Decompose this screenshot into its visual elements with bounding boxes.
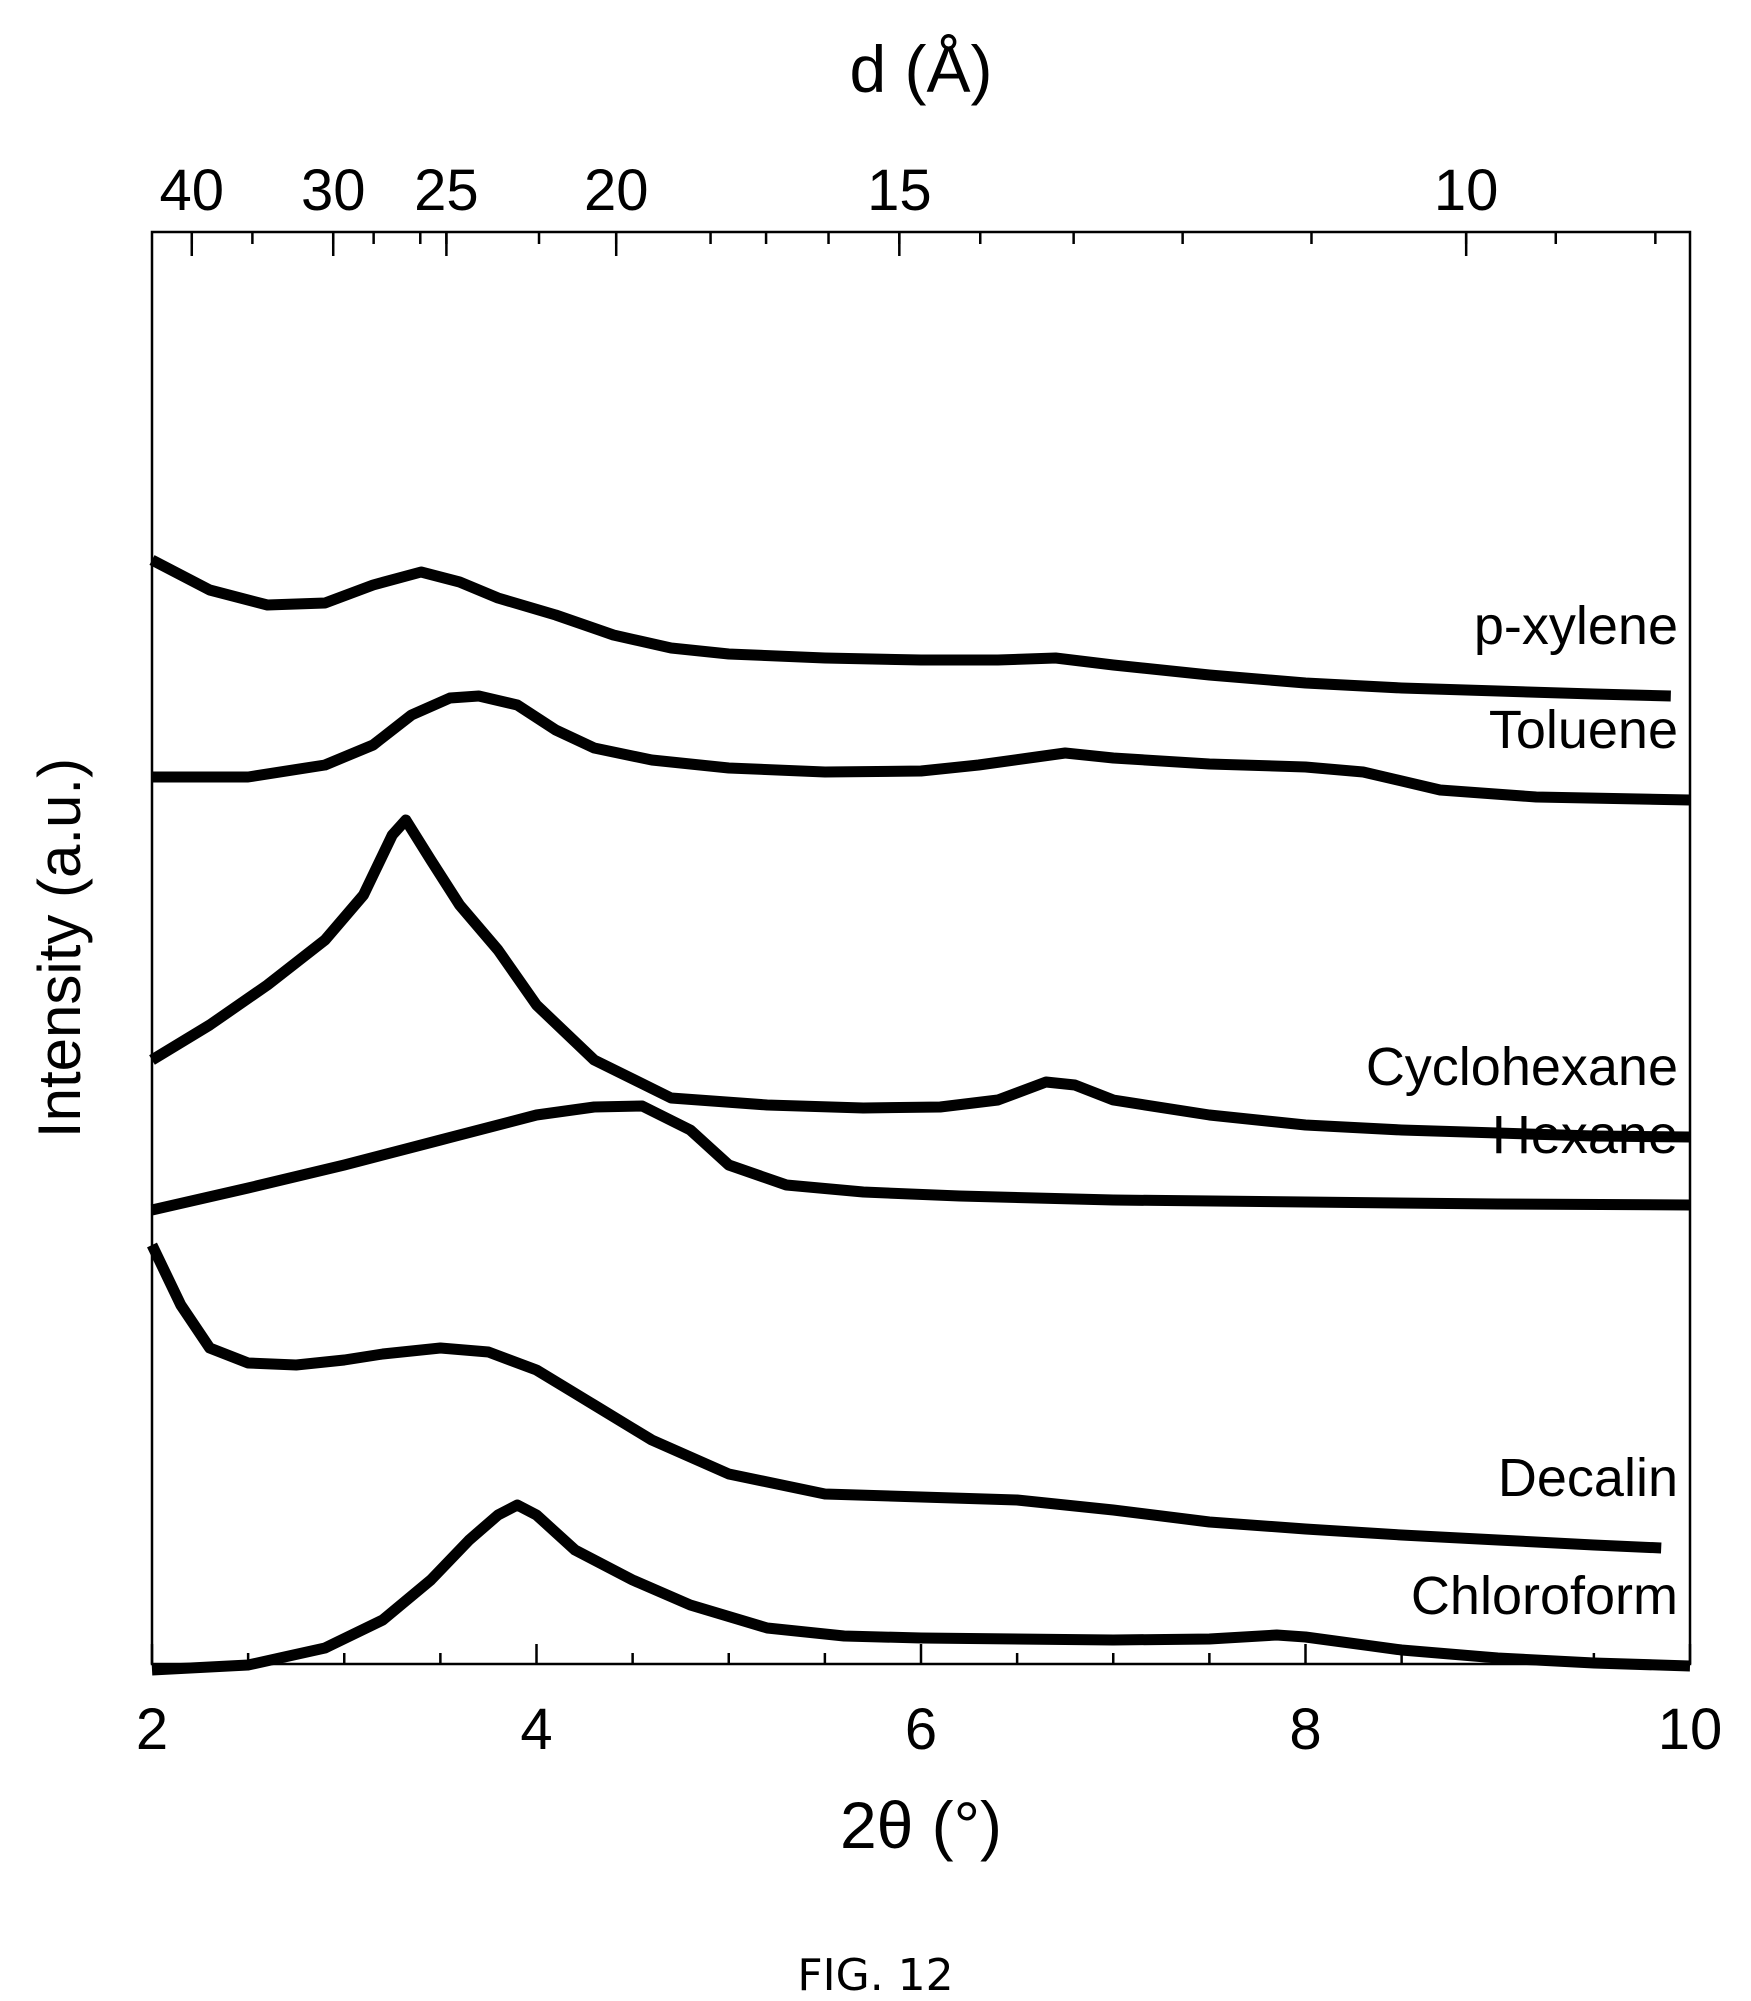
top-tick-label: 10 <box>1434 158 1499 223</box>
bottom-axis-ticks: 2 4 6 8 10 <box>136 1644 1722 1762</box>
series-label: Cyclohexane <box>1366 1037 1678 1097</box>
x-tick-label: 2 <box>136 1697 168 1762</box>
x-tick-label: 8 <box>1289 1697 1321 1762</box>
series-line <box>152 690 1691 806</box>
series-label: Toluene <box>1489 700 1678 760</box>
series-label: Chloroform <box>1411 1566 1678 1626</box>
x-tick-label: 10 <box>1658 1697 1723 1762</box>
series-line <box>147 1242 1662 1554</box>
series-line <box>150 1100 1691 1216</box>
x-tick-label: 6 <box>905 1697 937 1762</box>
top-tick-label: 30 <box>301 158 366 223</box>
series-line <box>151 1499 1691 1676</box>
series-label: Hexane <box>1492 1105 1678 1165</box>
series-label: p-xylene <box>1474 596 1678 656</box>
top-axis-title: d (Å) <box>849 32 992 106</box>
series-lines <box>147 555 1691 1676</box>
x-axis-title: 2θ (°) <box>840 1788 1002 1862</box>
series-line <box>149 814 1691 1143</box>
top-tick-label: 40 <box>160 158 225 223</box>
x-tick-label: 4 <box>520 1697 552 1762</box>
figure-caption: FIG. 12 <box>797 1950 954 2001</box>
top-tick-label: 25 <box>414 158 479 223</box>
top-tick-label: 20 <box>584 158 649 223</box>
series-label: Decalin <box>1498 1448 1678 1508</box>
top-tick-label: 15 <box>867 158 932 223</box>
top-axis-ticks: 40 30 25 20 15 10 <box>160 158 1657 256</box>
y-axis-title: Intensity (a.u.) <box>26 758 93 1138</box>
plot-frame <box>150 230 1692 1666</box>
series-labels: p-xylene Toluene Cyclohexane Hexane Decalin C… <box>1366 596 1678 1626</box>
series-line <box>149 555 1671 702</box>
